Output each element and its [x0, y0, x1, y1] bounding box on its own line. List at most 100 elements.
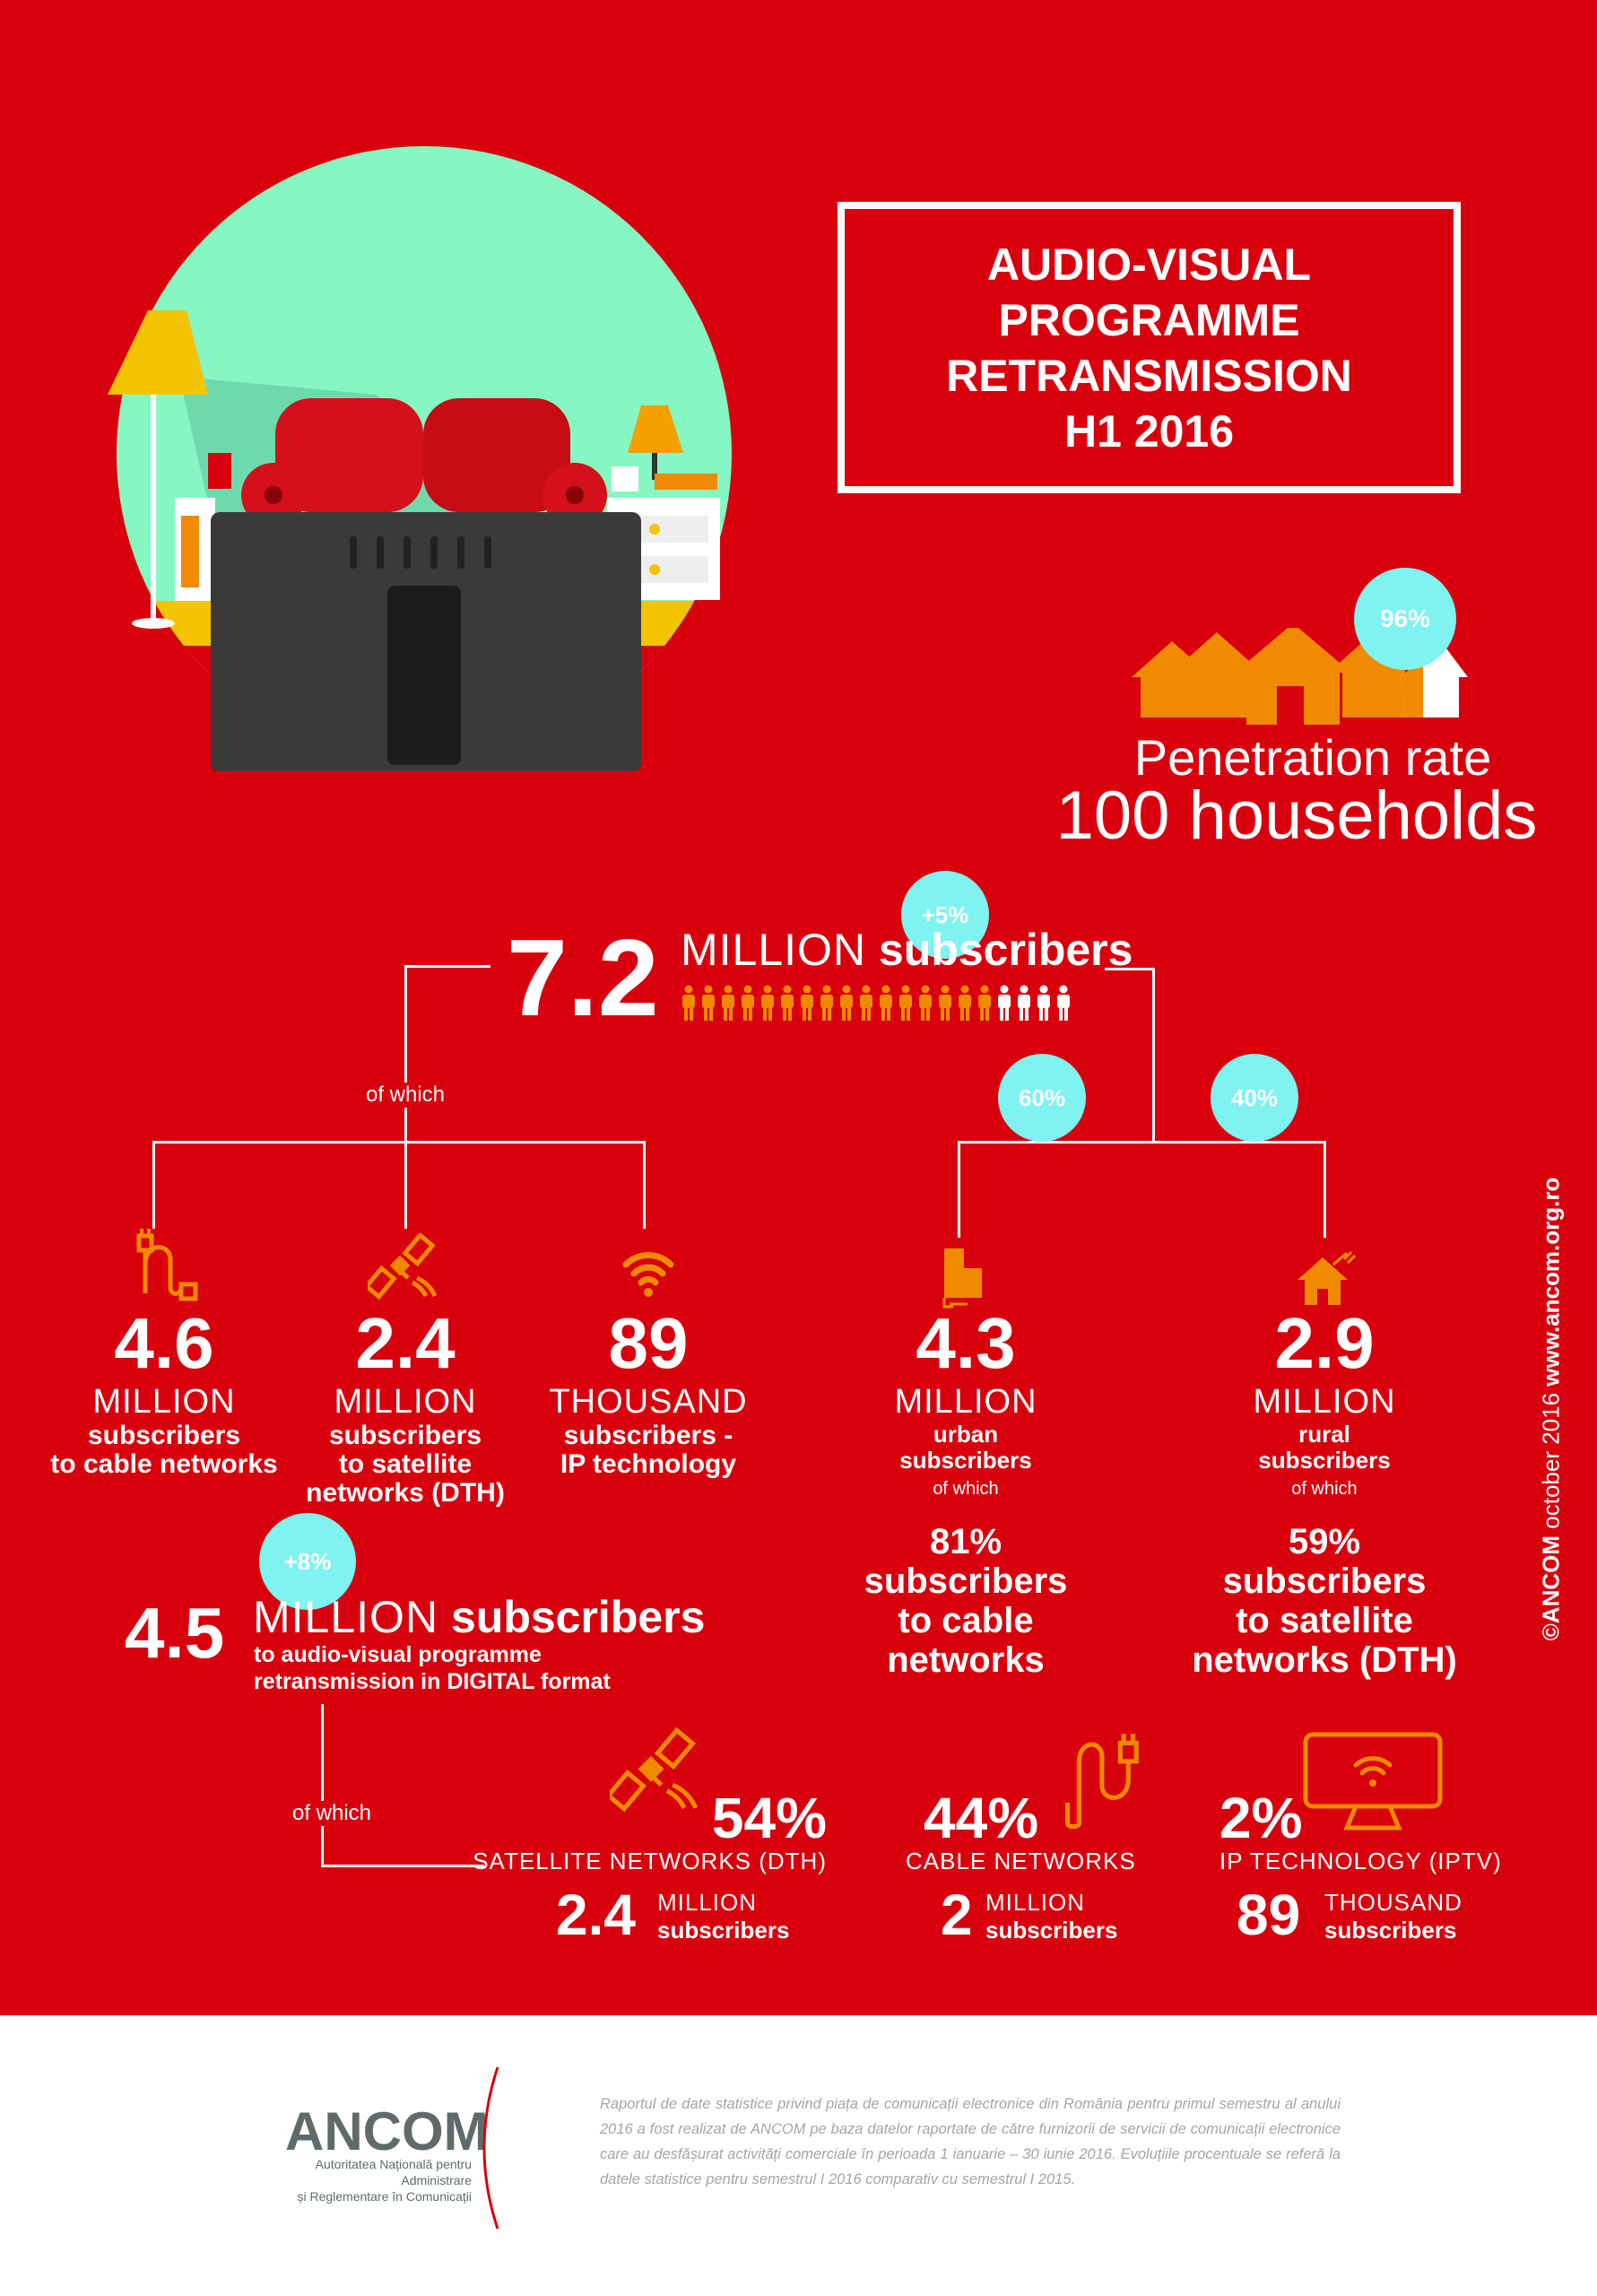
satellite-icon — [610, 1726, 699, 1813]
houses-icon — [1132, 628, 1468, 725]
person-icon — [681, 985, 697, 1021]
ip-text: subscribers - — [563, 1421, 733, 1450]
cable-number: 4.6 — [114, 1303, 214, 1383]
digital-text: to audio-visual programme — [254, 1642, 542, 1667]
logo-subtitle-line: Autoritatea Națională pentru Administrar… — [315, 2157, 472, 2187]
ip-number: 89 — [608, 1303, 689, 1383]
total-suffix: subscribers — [878, 925, 1133, 975]
of-which-label: of which — [360, 1083, 451, 1108]
satellite-subs-text: subscribers — [657, 1917, 790, 1944]
person-icon — [799, 985, 815, 1021]
satellite-column: 2.4 MILLION subscribers to satellite net… — [306, 1305, 505, 1508]
logo-subtitle-line: și Reglementare în Comunicații — [297, 2189, 472, 2204]
ip-subs-number: 89 — [1237, 1883, 1301, 1947]
person-icon — [937, 985, 953, 1021]
building-icon — [942, 1248, 982, 1309]
urban-text: urban — [933, 1421, 999, 1448]
title-line: PROGRAMME — [998, 294, 1300, 345]
total-unit-line: MILLION subscribers — [681, 924, 1133, 976]
urban-share-badge: 60% — [998, 1054, 1086, 1142]
growth-badge: +5% — [901, 871, 989, 959]
title-line: H1 2016 — [1063, 405, 1235, 457]
digital-suffix: subscribers — [450, 1592, 706, 1642]
digital-unit: MILLION — [253, 1592, 439, 1642]
rural-satellite-pct: 59% — [1288, 1522, 1361, 1561]
credit-url[interactable]: www.ancom.org.ro — [1537, 1177, 1565, 1387]
person-icon — [700, 985, 716, 1021]
urban-text: subscribers — [899, 1447, 1032, 1474]
satellite-share-label: SATELLITE NETWORKS (DTH) — [473, 1848, 827, 1874]
ip-column: 89 THOUSAND subscribers - IP technology — [549, 1305, 747, 1479]
ip-subs-text: subscribers — [1324, 1917, 1457, 1944]
ip-share: 2% — [1219, 1786, 1303, 1850]
urban-of-which: of which — [933, 1479, 999, 1499]
credit-line: ©ANCOM october 2016 www.ancom.org.ro — [1538, 1178, 1566, 1641]
cable-plug-icon — [1065, 1734, 1139, 1830]
cable-share: 44% — [924, 1786, 1039, 1850]
satellite-number: 2.4 — [355, 1303, 456, 1383]
cable-unit: MILLION — [92, 1383, 236, 1421]
urban-number: 4.3 — [916, 1303, 1016, 1383]
title-line: AUDIO-VISUAL — [986, 239, 1312, 290]
connector-line — [404, 965, 407, 1143]
urban-unit: MILLION — [894, 1383, 1037, 1421]
penetration-badge: 96% — [1354, 568, 1456, 670]
ancom-logo-subtitle: Autoritatea Națională pentru Administrar… — [260, 2156, 472, 2205]
ip-unit: THOUSAND — [549, 1383, 748, 1421]
person-icon — [917, 985, 933, 1021]
cable-share-label: CABLE NETWORKS — [906, 1848, 1136, 1874]
tv-icon — [211, 512, 641, 771]
person-icon — [779, 985, 795, 1021]
digital-unit-line: MILLION subscribers — [253, 1591, 705, 1643]
connector-line — [643, 1141, 646, 1229]
rural-of-which: of which — [1291, 1479, 1358, 1499]
ip-share-label: IP TECHNOLOGY (IPTV) — [1219, 1848, 1502, 1874]
connector-line — [1105, 968, 1154, 970]
penetration-value: 100 households — [1055, 778, 1538, 854]
satellite-icon — [368, 1233, 438, 1300]
person-icon — [996, 985, 1012, 1021]
urban-cable-text: networks — [887, 1640, 1045, 1680]
cable-subs-number: 2 — [941, 1883, 973, 1947]
cable-subs-text: subscribers — [985, 1917, 1118, 1944]
footer-note: Raportul de date statistice privind piaț… — [600, 2096, 1341, 2187]
person-icon — [898, 985, 914, 1021]
rural-satellite-text: subscribers — [1222, 1561, 1427, 1601]
connector-line — [959, 1141, 1326, 1144]
connector-line — [958, 1141, 960, 1238]
total-unit: MILLION — [681, 925, 867, 975]
rural-column: 2.9 MILLION rural subscribers of which 5… — [1192, 1303, 1457, 1681]
person-icon — [957, 985, 973, 1021]
urban-cable-pct: 81% — [929, 1522, 1002, 1561]
living-room-illustration — [108, 146, 732, 771]
connector-line — [321, 1865, 484, 1867]
cable-subs-unit: MILLION — [985, 1889, 1086, 1916]
cable-column: 4.6 MILLION subscribers to cable network… — [50, 1305, 277, 1479]
person-icon — [740, 985, 756, 1021]
credit-prefix: ©ANCOM — [1537, 1535, 1565, 1641]
person-icon — [759, 985, 776, 1021]
people-row — [681, 985, 1084, 1021]
urban-column: 4.3 MILLION urban subscribers of which 8… — [864, 1303, 1068, 1681]
connector-line — [153, 1141, 646, 1144]
credit-date: october 2016 — [1537, 1392, 1565, 1529]
tv-wifi-icon — [1303, 1732, 1443, 1831]
connector-line — [152, 1141, 155, 1229]
satellite-subs-unit: MILLION — [657, 1889, 758, 1916]
connector-line — [405, 965, 490, 968]
person-icon — [819, 985, 835, 1021]
person-icon — [838, 985, 855, 1021]
floor-lamp-icon — [108, 310, 208, 629]
satellite-subs-number: 2.4 — [556, 1883, 636, 1947]
urban-cable-text: subscribers — [864, 1561, 1068, 1601]
connector-line — [321, 1704, 324, 1867]
ip-text: IP technology — [560, 1449, 737, 1479]
rural-number: 2.9 — [1274, 1303, 1375, 1383]
satellite-text: networks (DTH) — [306, 1478, 505, 1508]
rural-satellite-text: networks (DTH) — [1192, 1640, 1457, 1680]
digital-text: retransmission in DIGITAL format — [254, 1669, 611, 1694]
rural-text: rural — [1298, 1421, 1350, 1448]
rural-text: subscribers — [1258, 1447, 1391, 1474]
cable-text: subscribers — [87, 1421, 241, 1450]
urban-cable-text: to cable — [898, 1601, 1034, 1640]
